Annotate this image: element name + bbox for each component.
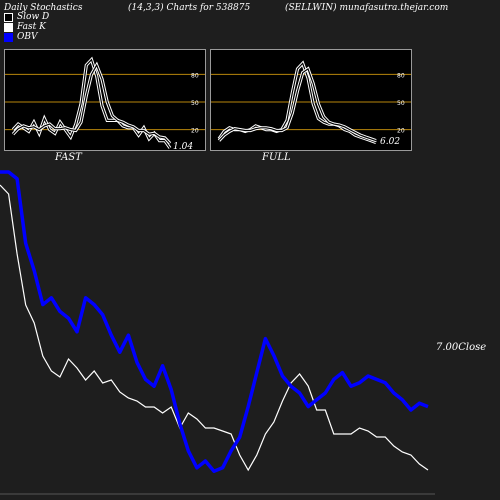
legend-item-fast-k: Fast K xyxy=(4,22,49,32)
fast-stochastic-plot: 20 50 80 xyxy=(5,56,205,149)
legend-label-obv: OBV xyxy=(17,32,38,42)
legend-label-slow-d: Slow D xyxy=(17,12,50,22)
tick-label-20: 20 xyxy=(191,128,199,135)
full-stochastic-plot: 20 50 80 xyxy=(211,60,411,145)
tick-label-80: 80 xyxy=(191,72,199,79)
tick-label-50: 50 xyxy=(397,100,405,107)
legend-swatch-obv xyxy=(4,32,13,42)
legend-item-obv: OBV xyxy=(4,32,49,42)
legend: Slow D Fast K OBV xyxy=(4,12,49,42)
close-price-line xyxy=(0,184,429,472)
full-stochastic-panel: 20 50 80 xyxy=(210,49,412,151)
chart-params: (14,3,3) Charts for 538875 xyxy=(128,3,251,13)
chart-source: (SELLWIN) munafasutra.thejar.com xyxy=(285,3,449,13)
fast-last-value: 1.04 xyxy=(173,142,194,152)
tick-label-50: 50 xyxy=(191,100,199,107)
fast-stochastic-panel: 20 50 80 xyxy=(4,49,206,151)
full-last-value: 6.02 xyxy=(380,137,401,147)
chart-title: Daily Stochastics xyxy=(4,3,83,13)
close-price-label: 7.00Close xyxy=(436,342,487,353)
fast-panel-label: FAST xyxy=(55,152,82,163)
legend-swatch-slow-d xyxy=(4,12,13,22)
price-obv-plot xyxy=(0,170,435,495)
series-line-fast-k xyxy=(12,58,171,149)
series-line-slow-d xyxy=(218,67,377,142)
full-panel-label: FULL xyxy=(262,152,291,163)
legend-label-fast-k: Fast K xyxy=(17,22,46,32)
series-line-slow-d xyxy=(12,63,171,144)
legend-item-slow-d: Slow D xyxy=(4,12,49,22)
obv-line xyxy=(0,170,429,473)
legend-swatch-fast-k xyxy=(4,22,13,32)
tick-label-20: 20 xyxy=(397,128,405,135)
tick-label-80: 80 xyxy=(397,72,405,79)
